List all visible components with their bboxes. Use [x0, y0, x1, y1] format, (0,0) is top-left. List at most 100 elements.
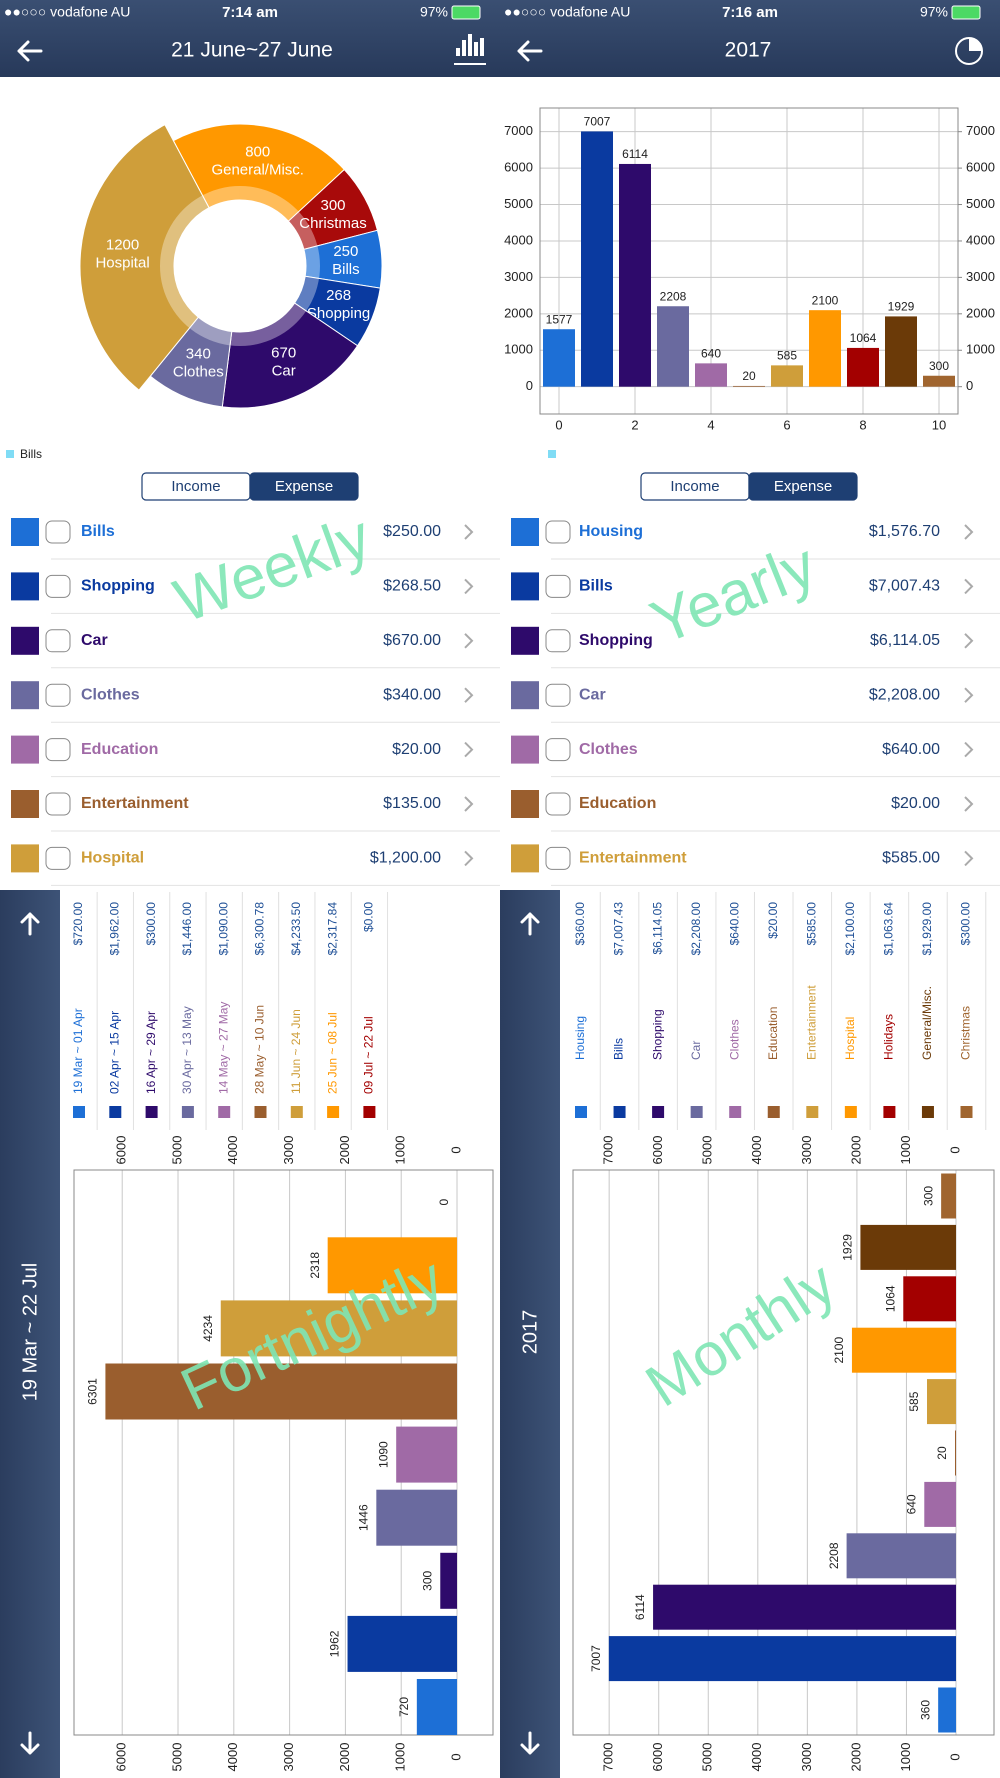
x-tick-label: 2000 [337, 1136, 352, 1165]
x-tick-label: 0 [448, 1753, 463, 1760]
category-name: Hospital [81, 850, 144, 867]
legend-swatch [690, 1106, 703, 1118]
slice-label: 1200 Hospital [95, 237, 149, 272]
slice-label: 800 General/Misc. [211, 143, 304, 178]
legend-swatch [145, 1106, 158, 1118]
legend-swatch [73, 1106, 85, 1118]
bar-value-label: 585 [777, 349, 797, 363]
bar-value-label: 720 [397, 1697, 411, 1717]
legend-label: 14 May ~ 27 May [216, 1002, 230, 1094]
segment-button[interactable] [249, 472, 359, 501]
legend-label: 19 Mar ~ 01 Apr [71, 1008, 85, 1094]
legend-swatch [218, 1106, 231, 1118]
slice-value: 250 [333, 243, 358, 260]
slice-label: 250 Bills [332, 243, 360, 278]
legend-label: 25 Jun ~ 08 Jul [325, 1012, 339, 1094]
bar-value-label: 6301 [86, 1378, 100, 1405]
back-button[interactable] [517, 40, 543, 62]
category-color [511, 844, 539, 873]
scroll-down[interactable] [520, 1731, 540, 1755]
category-color [511, 626, 539, 655]
x-tick-label: 2000 [848, 1743, 863, 1772]
back-button[interactable] [17, 40, 43, 62]
bar-value-label: 1929 [888, 300, 915, 314]
y-tick-label: 3000 [504, 269, 533, 284]
bar-value-label: 1090 [376, 1441, 390, 1468]
bar [809, 310, 841, 387]
legend-swatch [921, 1106, 934, 1118]
x-tick-label: 0 [555, 417, 562, 432]
scroll-down[interactable] [20, 1731, 40, 1755]
category-icon [545, 738, 571, 762]
legend-label: 28 May ~ 10 Jun [253, 1005, 267, 1094]
slice-category: Car [272, 363, 296, 380]
legend-swatch [327, 1106, 340, 1118]
bar-value-label: 20 [742, 369, 756, 383]
category-amount: $670.00 [383, 632, 441, 649]
legend-label: Bills [20, 447, 42, 461]
category-color [11, 626, 39, 655]
chart-type-icon-slice [969, 38, 982, 51]
legend-swatch [960, 1106, 973, 1118]
category-amount: $7,007.43 [869, 578, 940, 595]
slice-category: Hospital [95, 255, 149, 272]
bar-value-label: 1929 [841, 1234, 855, 1261]
x-tick-label: 1000 [898, 1743, 913, 1772]
x-tick-label: 4000 [749, 1136, 764, 1165]
chevron [464, 796, 474, 812]
category-color [511, 735, 539, 764]
x-tick-label: 1000 [898, 1136, 913, 1165]
slice-category: General/Misc. [211, 161, 304, 178]
category-amount: $20.00 [891, 795, 940, 812]
x-tick-label: 2000 [337, 1743, 352, 1772]
x-tick-label: 4 [707, 417, 714, 432]
segment-button[interactable] [748, 472, 858, 501]
chevron [464, 524, 474, 540]
legend-swatch [6, 450, 14, 458]
x-tick-label: 10 [932, 417, 946, 432]
scroll-up[interactable] [20, 912, 40, 936]
y-tick-label: 2000 [504, 305, 533, 320]
x-tick-label: 5000 [169, 1743, 184, 1772]
chart-type-icon[interactable] [480, 38, 484, 56]
legend-amount: $1,929.00 [920, 902, 934, 956]
legend-label: Shopping [650, 1009, 664, 1060]
category-color [11, 735, 39, 764]
category-color [511, 790, 539, 818]
x-tick-label: 3000 [799, 1743, 814, 1772]
x-tick-label: 5000 [700, 1136, 715, 1165]
bar [927, 1379, 956, 1425]
slice-label: 268 Shopping [307, 287, 370, 322]
legend-label: Entertainment [804, 985, 818, 1060]
legend-label: Clothes [727, 1019, 741, 1060]
x-tick-label: 3000 [281, 1743, 296, 1772]
legend-amount: $1,063.64 [882, 902, 896, 956]
chart-type-icon[interactable] [456, 48, 460, 56]
bar-value-label: 2208 [660, 289, 687, 303]
chart-type-icon[interactable] [474, 42, 478, 56]
x-tick-label: 6000 [650, 1743, 665, 1772]
pie-slice [221, 302, 359, 409]
sidebar-range: 2017 [519, 1310, 541, 1355]
chart-type-icon[interactable] [462, 40, 466, 56]
bar [903, 1276, 956, 1322]
category-amount: $1,576.70 [869, 523, 940, 540]
category-name: Housing [579, 523, 643, 540]
category-icon [545, 574, 571, 598]
scroll-up[interactable] [520, 912, 540, 936]
category-name: Education [579, 795, 656, 812]
nav-title: 21 June~27 June [171, 39, 333, 62]
y2-tick-label: 4000 [966, 232, 995, 247]
y2-tick-label: 0 [966, 378, 973, 393]
y-tick-label: 4000 [504, 232, 533, 247]
legend-swatch [883, 1106, 896, 1118]
legend-swatch [290, 1106, 303, 1118]
chart-type-icon[interactable] [468, 34, 472, 56]
bar-value-label: 1064 [850, 331, 877, 345]
slice-category: Bills [332, 261, 360, 278]
slice-category: Christmas [299, 215, 367, 232]
category-icon [45, 574, 71, 598]
category-icon [45, 846, 71, 870]
category-name: Education [81, 741, 158, 758]
